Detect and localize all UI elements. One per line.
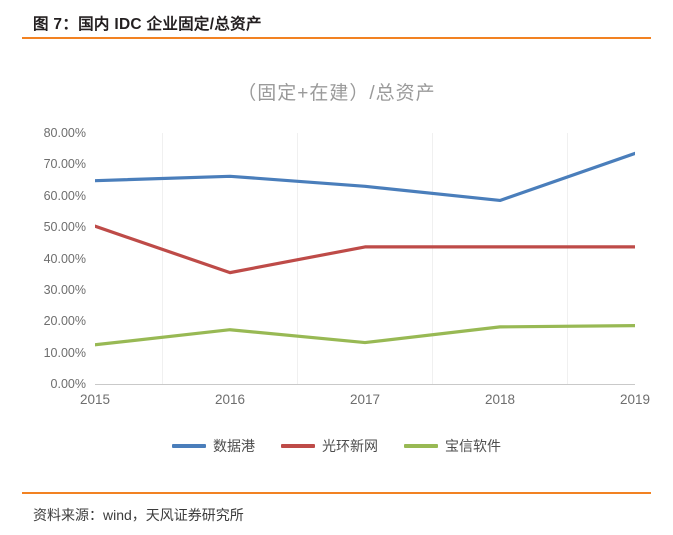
plot-area [95,133,635,384]
legend-color-swatch [172,444,206,448]
y-axis-tick-label: 20.00% [43,314,86,329]
y-axis-tick-label: 40.00% [43,251,86,266]
x-axis-labels: 2015 2016 2017 2018 2019 [80,392,650,414]
legend-item[interactable]: 光环新网 [281,436,378,456]
x-axis-tick-label: 2015 [79,392,111,407]
title-divider-top [22,37,651,40]
y-axis-labels: 0.00% 10.00% 20.00% 30.00% 40.00% 50.00% 60.00… [22,126,90,391]
y-axis-tick-label: 0.00% [50,377,86,391]
y-axis-tick-label: 30.00% [43,282,86,297]
chart-title: （固定+在建）/总资产 [237,83,436,104]
x-axis-tick-label: 2017 [349,392,381,407]
series-line [95,324,635,347]
legend-item[interactable]: 数据港 [172,436,255,456]
source-note: 资料来源：wind，天风证券研究所 [33,507,244,523]
x-axis-line [95,384,635,385]
legend-label: 数据港 [213,438,255,454]
gridlines-group [162,133,568,384]
figure-title: 图 7：国内 IDC 企业固定/总资产 [33,16,262,33]
legend-color-swatch [281,444,315,448]
series-group [95,151,635,347]
legend-label: 宝信软件 [445,438,501,454]
legend-item[interactable]: 宝信软件 [404,436,501,456]
chart-legend: 数据港 光环新网 宝信软件 [22,436,651,456]
x-axis-tick-label: 2019 [619,392,651,407]
legend-color-swatch [404,444,438,448]
y-axis-tick-label: 60.00% [43,188,86,203]
x-axis-tick-label: 2018 [484,392,516,407]
y-axis-tick-label: 50.00% [43,220,86,235]
y-axis-tick-label: 70.00% [43,157,86,172]
line-chart-svg [95,133,635,384]
y-axis-tick-label: 10.00% [43,345,86,360]
series-line [95,151,635,203]
legend-label: 光环新网 [322,438,378,454]
x-axis-tick-label: 2016 [214,392,246,407]
source-divider-bottom [22,492,651,495]
y-axis-tick-label: 80.00% [43,126,86,140]
series-line [95,224,635,275]
chart-container: （固定+在建）/总资产 0.00% 10.00% 20.00% 30.00% 40.00… [22,48,651,488]
